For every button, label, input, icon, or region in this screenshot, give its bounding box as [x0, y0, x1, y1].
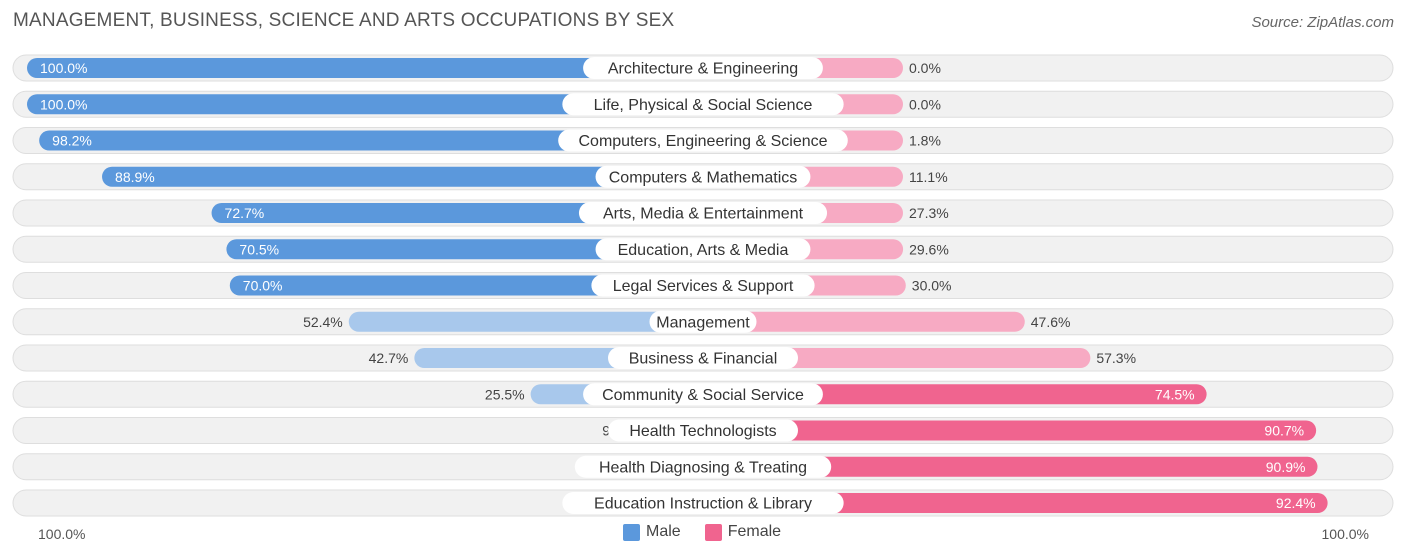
female-bar: [703, 348, 1091, 368]
female-bar: [703, 420, 1317, 441]
male-bar: [229, 275, 704, 296]
axis-left-label: 100.0%: [38, 526, 86, 542]
category-label-pill: [595, 238, 811, 261]
male-value-label: 70.0%: [243, 278, 283, 294]
category-label: Education Instruction & Library: [594, 496, 812, 513]
female-value-label: 92.4%: [1276, 495, 1316, 511]
chart-title: MANAGEMENT, BUSINESS, SCIENCE AND ARTS O…: [13, 10, 675, 31]
category-label-pill: [562, 492, 844, 514]
male-bar: [226, 239, 704, 260]
female-value-label: 1.8%: [909, 133, 941, 149]
category-label-pill: [583, 383, 823, 406]
male-value-label: 52.4%: [303, 314, 343, 330]
male-bar: [348, 311, 703, 332]
male-swatch: [623, 523, 640, 541]
category-label: Life, Physical & Social Science: [594, 97, 813, 114]
category-label: Legal Services & Support: [613, 278, 794, 295]
female-value-label: 47.6%: [1031, 314, 1071, 330]
source-credit: Source: ZipAtlas.com: [1251, 14, 1394, 31]
female-bar: [703, 384, 1207, 405]
category-label-pill: [574, 455, 832, 478]
male-bar: [102, 166, 703, 187]
male-value-label: 88.9%: [115, 169, 155, 185]
male-value-label: 42.7%: [369, 350, 409, 366]
female-value-label: 27.3%: [909, 205, 949, 221]
category-label: Arts, Media & Entertainment: [603, 206, 804, 223]
category-label: Computers & Mathematics: [609, 169, 798, 186]
category-label: Computers, Engineering & Science: [578, 133, 827, 150]
category-label-pill: [591, 274, 815, 297]
legend-female-label: Female: [727, 523, 782, 540]
category-label-pill: [583, 57, 823, 79]
female-bar: [703, 311, 1025, 332]
category-label: Education, Arts & Media: [618, 242, 789, 259]
male-value-label: 100.0%: [40, 60, 87, 76]
male-value-label: 72.7%: [225, 205, 265, 221]
category-label: Architecture & Engineering: [608, 61, 798, 78]
male-value-label: 98.2%: [52, 133, 92, 149]
axis-right-label: 100.0%: [1321, 526, 1369, 542]
category-label-pill: [578, 202, 828, 224]
category-label-pill: [595, 165, 811, 188]
male-bar: [39, 130, 704, 151]
category-label: Business & Financial: [629, 351, 778, 368]
female-swatch: [704, 523, 722, 541]
legend: Male Female: [623, 523, 805, 541]
female-bar: [703, 456, 1318, 477]
female-value-label: 57.3%: [1096, 350, 1136, 366]
female-value-label: 0.0%: [909, 60, 941, 76]
female-value-label: 11.1%: [909, 169, 948, 185]
male-value-label: 70.5%: [239, 241, 279, 257]
male-bar: [211, 203, 703, 223]
female-value-label: 0.0%: [909, 96, 941, 112]
category-label-pill: [608, 347, 798, 369]
female-value-label: 90.9%: [1266, 459, 1306, 475]
male-value-label: 100.0%: [40, 96, 87, 112]
category-label: Management: [656, 314, 750, 331]
male-bar: [27, 94, 703, 115]
category-label-pill: [608, 419, 798, 442]
category-label-pill: [649, 310, 757, 333]
female-value-label: 90.7%: [1264, 423, 1304, 439]
female-value-label: 29.6%: [909, 241, 949, 257]
category-label: Health Technologists: [629, 423, 776, 440]
legend-item-female: Female: [704, 523, 782, 541]
category-label-pill: [562, 93, 844, 116]
legend-item-male: Male: [623, 523, 681, 541]
category-label: Health Diagnosing & Treating: [599, 459, 807, 476]
female-bar: [703, 493, 1328, 513]
female-value-label: 74.5%: [1155, 386, 1195, 402]
male-bar: [27, 58, 703, 78]
female-value-label: 30.0%: [912, 278, 952, 294]
category-label-pill: [558, 129, 848, 152]
category-label: Community & Social Service: [602, 387, 804, 404]
male-value-label: 25.5%: [485, 386, 525, 402]
legend-male-label: Male: [646, 523, 681, 540]
